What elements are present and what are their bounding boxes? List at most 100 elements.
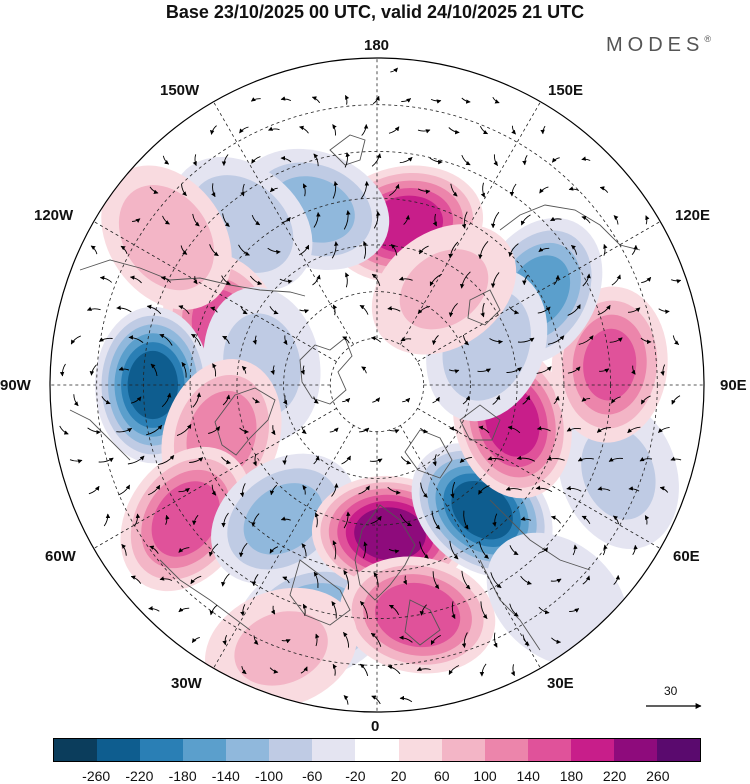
wind-arrow (251, 214, 261, 226)
wind-arrow (399, 514, 413, 527)
wind-arrow (581, 156, 591, 161)
wind-arrow (611, 274, 621, 286)
colorbar-tick-label: -260 (82, 768, 111, 784)
wind-arrow (388, 126, 400, 134)
wind-arrow (251, 156, 261, 164)
wind-arrow (238, 244, 250, 256)
wind-arrow (369, 458, 383, 463)
wind-arrow (390, 244, 398, 256)
colorbar-tick-label: 180 (559, 768, 584, 784)
wind-arrow (131, 218, 141, 223)
wind-arrow (344, 94, 350, 105)
wind-arrow (312, 274, 321, 286)
wind-arrow (268, 126, 280, 131)
wind-arrow (536, 426, 551, 432)
wind-arrow (402, 575, 408, 585)
wind-arrow (510, 664, 515, 677)
lon-label-90e: 90E (720, 377, 747, 394)
brand-name: MODES (606, 34, 705, 56)
wind-arrow (161, 392, 172, 408)
colorbar-tick-label: 100 (473, 768, 497, 784)
wind-arrow (331, 483, 339, 497)
wind-arrow (313, 571, 319, 588)
colorbar-segment (484, 739, 528, 761)
wind-arrow (210, 306, 218, 313)
wind-arrow (332, 181, 339, 199)
wind-arrow (359, 427, 370, 433)
wind-arrow (480, 302, 485, 318)
wind-arrow (359, 601, 369, 619)
wind-arrow (546, 456, 565, 461)
wind-arrow (389, 183, 400, 196)
wind-arrow (535, 485, 553, 492)
lon-label-120w: 120W (34, 207, 74, 224)
wind-arrow (671, 395, 681, 405)
wind-arrow (536, 366, 552, 374)
wind-arrow (282, 576, 290, 584)
wind-arrow (487, 456, 505, 462)
wind-arrow (431, 510, 441, 530)
wind-arrow (631, 244, 638, 256)
wind-arrow (448, 369, 460, 374)
wind-arrow (432, 454, 437, 467)
wind-arrow (490, 272, 500, 289)
wind-arrow (582, 273, 591, 287)
wind-arrow (478, 485, 490, 495)
wind-arrow (613, 215, 619, 225)
wind-arrow (344, 152, 351, 168)
wind-arrow (520, 516, 532, 521)
wind-arrow (416, 666, 431, 671)
wind-arrow (479, 541, 489, 559)
wind-arrow (239, 427, 249, 434)
wind-arrow (89, 364, 97, 376)
colorbar-segment (54, 739, 98, 761)
wind-arrow (400, 336, 412, 342)
wind-arrow (331, 601, 337, 619)
lon-label-0: 0 (371, 718, 380, 735)
wind-arrow (103, 513, 111, 527)
wind-arrow (403, 214, 411, 225)
latitude-circle (236, 244, 518, 526)
wind-arrow (568, 186, 580, 191)
wind-arrow (211, 183, 216, 198)
wind-arrow (429, 157, 443, 165)
colorbar-tick-label: 60 (434, 768, 450, 784)
lon-label-150e: 150E (548, 82, 584, 99)
wind-arrow (450, 183, 458, 197)
wind-arrow (269, 187, 278, 193)
wind-arrow (671, 279, 682, 284)
wind-arrow (181, 184, 187, 197)
wind-arrow (363, 541, 368, 559)
wind-arrow (332, 124, 337, 136)
wind-arrow (517, 337, 535, 343)
wind-arrow (332, 304, 338, 316)
wind-arrow (417, 129, 431, 134)
wind-arrow (178, 305, 190, 315)
wind-arrow (149, 186, 159, 194)
wind-arrow (314, 512, 320, 528)
wind-arrow (283, 335, 288, 345)
wind-arrow (86, 306, 101, 311)
colorbar-segment (656, 739, 700, 761)
wind-arrow (301, 426, 307, 434)
wind-arrow (59, 363, 66, 377)
wind-arrow (270, 365, 275, 375)
wind-arrow (509, 306, 520, 315)
colorbar-tick-label: -220 (125, 768, 154, 784)
wind-arrow (373, 572, 379, 588)
wind-arrow (192, 213, 200, 227)
wind-arrow (146, 304, 162, 315)
wind-arrow (597, 486, 611, 492)
wind-arrow (577, 457, 594, 462)
wind-arrow (343, 632, 350, 648)
wind-arrow (190, 575, 202, 585)
wind-arrow (419, 245, 429, 255)
wind-arrow (432, 571, 440, 590)
wind-arrow (489, 338, 503, 345)
wind-arrow (431, 335, 439, 346)
wind-arrow (302, 183, 308, 197)
wind-arrow (280, 96, 292, 102)
wind-arrow (609, 337, 623, 343)
meridian-line (417, 221, 661, 362)
wind-arrow (128, 335, 144, 343)
